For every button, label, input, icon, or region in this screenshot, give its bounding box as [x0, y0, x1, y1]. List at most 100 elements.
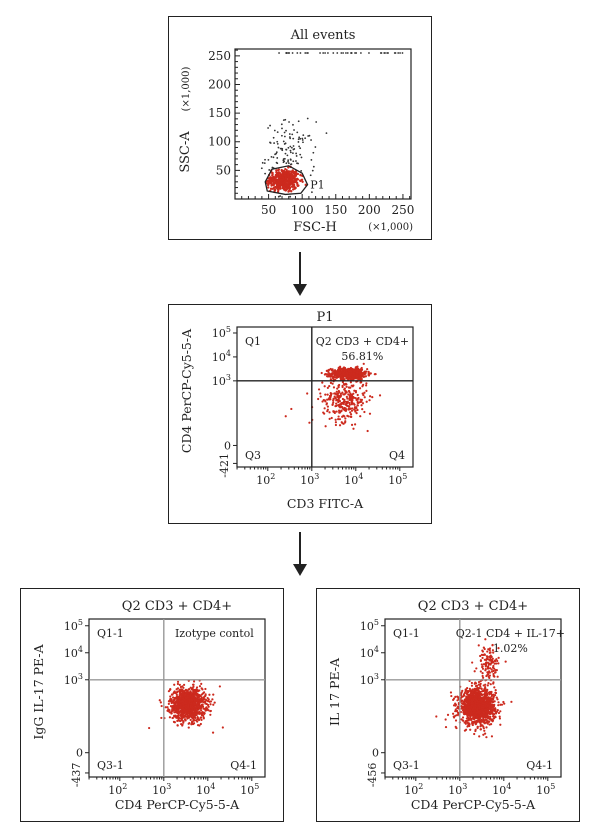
data-point: [190, 715, 193, 718]
data-point: [476, 699, 479, 703]
x-axis-unit: (×1,000): [368, 222, 413, 233]
data-point: [474, 702, 477, 705]
data-point: [193, 699, 197, 702]
data-point: [335, 404, 338, 407]
data-point: [485, 664, 488, 667]
data-point: [497, 704, 500, 707]
data-point: [354, 367, 357, 370]
data-point: [174, 706, 177, 709]
data-point: [348, 403, 351, 406]
data-point: [351, 407, 354, 410]
data-point: [399, 52, 401, 54]
data-point: [373, 373, 376, 376]
data-point: [282, 140, 285, 143]
data-point: [471, 661, 474, 664]
data-point: [190, 695, 194, 699]
data-point: [185, 691, 188, 695]
data-point: [341, 415, 344, 418]
data-point: [472, 715, 475, 718]
data-point: [339, 394, 342, 397]
data-point: [175, 693, 178, 696]
x-tick-label: 150: [324, 203, 347, 217]
data-point: [488, 651, 491, 655]
data-point: [494, 710, 497, 713]
data-point: [285, 183, 289, 187]
data-point: [330, 416, 333, 420]
data-point: [328, 396, 331, 400]
data-point: [499, 723, 502, 726]
data-point: [463, 699, 466, 702]
data-point: [200, 705, 204, 708]
data-point: [286, 154, 289, 157]
data-point: [465, 692, 468, 695]
data-point: [195, 713, 198, 717]
data-point: [284, 152, 287, 155]
data-point: [282, 181, 285, 184]
data-point: [180, 689, 183, 692]
data-point: [171, 693, 174, 696]
data-point: [169, 705, 173, 708]
data-point: [193, 688, 196, 692]
y-tick-label: 103: [212, 373, 231, 388]
data-point: [315, 121, 318, 123]
data-point: [176, 682, 180, 686]
data-point: [349, 392, 352, 395]
data-point: [272, 156, 275, 159]
data-point: [283, 131, 286, 134]
data-point: [275, 161, 278, 164]
chart-title: Q2 CD3 + CD4+: [418, 599, 528, 614]
data-point: [296, 52, 299, 54]
data-point: [335, 402, 338, 405]
data-point: [487, 682, 490, 685]
data-point: [477, 644, 480, 647]
data-point: [322, 411, 325, 414]
y-tick-label: 103: [64, 672, 83, 687]
data-point: [466, 708, 469, 711]
data-point: [292, 152, 294, 155]
data-point: [271, 183, 274, 187]
data-point: [401, 52, 404, 54]
data-point: [480, 663, 483, 666]
data-point: [488, 693, 491, 696]
data-point: [193, 719, 196, 722]
data-point: [481, 665, 484, 669]
data-point: [320, 371, 323, 375]
data-point: [194, 710, 197, 713]
data-point: [481, 672, 484, 675]
data-point: [304, 137, 307, 140]
data-point: [160, 704, 163, 708]
data-point: [482, 689, 485, 692]
data-point: [205, 706, 208, 709]
data-point: [173, 683, 176, 686]
data-point: [482, 663, 485, 666]
data-point: [486, 704, 489, 708]
data-point: [189, 686, 192, 689]
data-point: [483, 691, 487, 694]
plot-panel-isotype-control: Q2 CD3 + CD4+ 102 103 104 105 -437 0 103 104 105 C…: [20, 588, 284, 822]
data-point: [338, 368, 341, 371]
x-tick-label: 104: [344, 472, 363, 487]
data-point: [492, 713, 495, 716]
data-point: [492, 651, 495, 654]
data-point: [284, 118, 287, 121]
data-point: [278, 171, 282, 175]
data-point: [482, 720, 485, 723]
data-point: [360, 398, 364, 401]
data-point: [311, 169, 314, 172]
data-point: [484, 687, 487, 690]
data-point: [293, 129, 295, 131]
data-point: [195, 710, 198, 713]
y-tick-label: 200: [208, 77, 231, 91]
data-point: [289, 137, 292, 140]
data-point: [471, 690, 475, 693]
data-point: [287, 146, 290, 149]
data-point: [479, 654, 482, 658]
plot-panel-il17: Q2 CD3 + CD4+ 102 103 104 105 -456 0 103 104 105 C…: [316, 588, 580, 822]
x-axis-label: CD4 PerCP-Cy5-5-A: [411, 797, 536, 812]
data-point: [494, 669, 497, 672]
data-point: [182, 721, 185, 724]
data-point: [304, 52, 307, 54]
data-point: [470, 681, 474, 685]
data-point: [176, 680, 180, 683]
data-point: [188, 698, 191, 702]
